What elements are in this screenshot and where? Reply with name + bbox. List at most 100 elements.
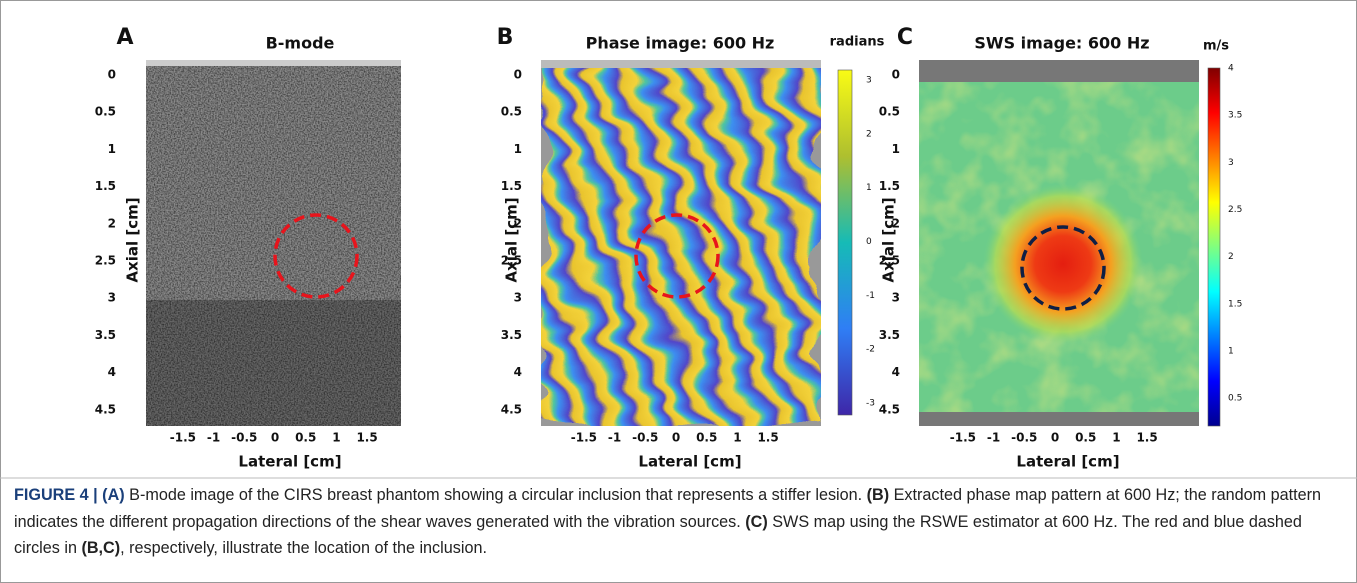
y-tick-label: 4.5 [501, 402, 522, 416]
inclusion-circle [1020, 225, 1106, 311]
caption-text: , respectively, illustrate the location … [120, 539, 487, 557]
x-tick-label: 1.5 [1136, 431, 1157, 445]
colorbar-tick-label: 4 [1228, 64, 1234, 74]
panel-letter: A [116, 25, 133, 50]
phase-image [541, 60, 821, 426]
caption-bold: (C) [745, 512, 768, 531]
x-tick-label: 0 [672, 431, 680, 445]
y-tick-label: 0.5 [95, 105, 116, 119]
colorbar-label: radians [830, 35, 885, 50]
y-tick-label: 0 [108, 68, 116, 82]
sws-bottom-band [919, 412, 1199, 426]
y-tick-label: 3.5 [501, 328, 522, 342]
sws-top-band [919, 60, 1199, 82]
x-axis-label: Lateral [cm] [1016, 453, 1119, 471]
panel-title: Phase image: 600 Hz [586, 34, 775, 53]
colorbar-tick-label: 2.5 [1228, 205, 1242, 215]
x-tick-label: -1 [987, 431, 1000, 445]
y-tick-label: 4 [108, 365, 116, 379]
caption-bold: (B,C) [81, 539, 121, 557]
caption: FIGURE 4 | (A) B-mode image of the CIRS … [14, 482, 1334, 562]
x-tick-label: -1 [608, 431, 621, 445]
panel-title: B-mode [266, 34, 335, 53]
x-tick-label: -1.5 [950, 431, 976, 445]
colorbar-tick-label: 0 [866, 237, 872, 247]
y-tick-label: 4 [892, 365, 900, 379]
panel-letter: B [497, 25, 514, 50]
colorbar-tick-label: -1 [866, 291, 875, 301]
colorbar-tick-label: 1 [1228, 346, 1234, 356]
colorbar-tick-label: 2 [1228, 252, 1234, 262]
x-tick-label: 0.5 [295, 431, 316, 445]
y-tick-label: 2.5 [879, 254, 900, 268]
y-axis-label: Axial [cm] [880, 197, 898, 282]
colorbar-tick-label: 2 [866, 129, 872, 139]
sws-inclusion [919, 60, 1199, 426]
y-tick-label: 4.5 [95, 402, 116, 416]
caption-text: Extracted phase map pattern at 600 Hz; t… [14, 486, 1322, 531]
colorbar-tick-label: 3 [866, 76, 872, 86]
bmode-surface [146, 60, 401, 66]
phase-surface [541, 60, 821, 68]
inclusion-circle [273, 213, 359, 299]
x-tick-label: -0.5 [231, 431, 257, 445]
y-tick-label: 2 [892, 216, 900, 230]
y-axis-label: Axial [cm] [503, 197, 521, 282]
x-tick-label: 1 [733, 431, 741, 445]
y-tick-label: 2.5 [95, 254, 116, 268]
inclusion-circle [634, 213, 720, 299]
x-tick-label: 1.5 [757, 431, 778, 445]
x-tick-label: -1.5 [571, 431, 597, 445]
y-tick-label: 3.5 [95, 328, 116, 342]
panel-title: SWS image: 600 Hz [974, 34, 1149, 53]
caption-bold: FIGURE 4 | (A) [14, 486, 125, 504]
colorbar-tick-label: 0.5 [1228, 394, 1242, 404]
x-tick-label: 0.5 [696, 431, 717, 445]
y-tick-label: 1.5 [95, 179, 116, 193]
y-tick-label: 4 [514, 365, 522, 379]
y-tick-label: 2 [514, 216, 522, 230]
colorbar-tick-label: 3 [1228, 158, 1234, 168]
x-axis-label: Lateral [cm] [238, 453, 341, 471]
y-tick-label: 4.5 [879, 402, 900, 416]
y-tick-label: 0 [514, 68, 522, 82]
x-tick-label: 1 [1112, 431, 1120, 445]
x-tick-label: -0.5 [1011, 431, 1037, 445]
x-tick-label: 1.5 [356, 431, 377, 445]
colorbar-tick-label: 1 [866, 183, 872, 193]
y-tick-label: 1 [892, 142, 900, 156]
colorbar-tick-label: 1.5 [1228, 299, 1242, 309]
x-tick-label: 1 [332, 431, 340, 445]
colorbar-tick-label: -2 [866, 345, 875, 355]
y-axis-label: Axial [cm] [124, 197, 142, 282]
x-tick-label: 0 [1051, 431, 1059, 445]
y-tick-label: 1.5 [501, 179, 522, 193]
y-tick-label: 1 [108, 142, 116, 156]
y-tick-label: 3 [892, 291, 900, 305]
colorbar [1207, 67, 1221, 427]
x-tick-label: -0.5 [632, 431, 658, 445]
x-tick-label: 0.5 [1075, 431, 1096, 445]
y-tick-label: 1.5 [879, 179, 900, 193]
x-tick-label: -1.5 [170, 431, 196, 445]
colorbar-label: m/s [1203, 39, 1229, 54]
y-tick-label: 1 [514, 142, 522, 156]
x-tick-label: -1 [207, 431, 220, 445]
panel-letter: C [897, 25, 913, 50]
y-tick-label: 3 [514, 291, 522, 305]
bmode-shadow [146, 300, 401, 426]
y-tick-label: 3 [108, 291, 116, 305]
y-tick-label: 0.5 [501, 105, 522, 119]
y-tick-label: 0.5 [879, 105, 900, 119]
colorbar-tick-label: -3 [866, 398, 875, 408]
bmode-speckle [146, 60, 401, 426]
y-tick-label: 3.5 [879, 328, 900, 342]
y-tick-label: 2 [108, 216, 116, 230]
colorbar [837, 69, 853, 416]
x-tick-label: 0 [271, 431, 279, 445]
y-tick-label: 0 [892, 68, 900, 82]
